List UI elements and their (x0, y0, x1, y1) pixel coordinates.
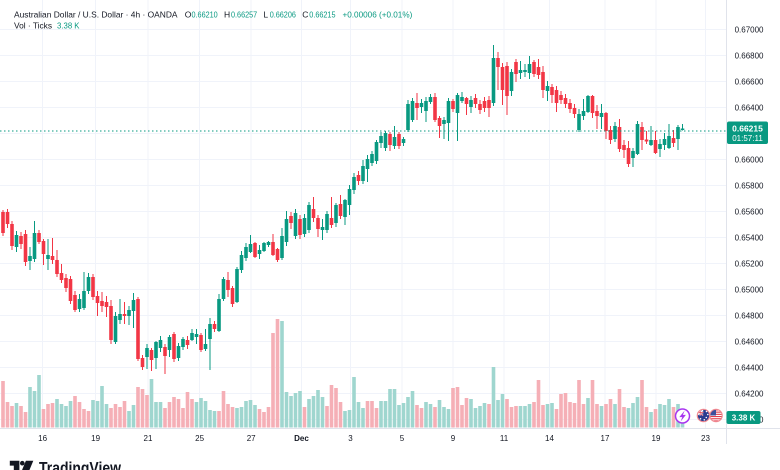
svg-text:14: 14 (545, 434, 554, 443)
svg-text:3.38 K: 3.38 K (732, 414, 756, 423)
svg-text:C: C (302, 10, 308, 20)
svg-text:TradingView: TradingView (39, 460, 121, 470)
svg-text:27: 27 (247, 434, 256, 443)
svg-text:0.64400: 0.64400 (735, 363, 764, 372)
svg-text:0.66206: 0.66206 (270, 10, 296, 20)
svg-text:11: 11 (500, 434, 509, 443)
svg-text:23: 23 (701, 434, 710, 443)
svg-text:0.67000: 0.67000 (735, 25, 764, 34)
svg-text:3: 3 (348, 434, 353, 443)
svg-text:0.66400: 0.66400 (735, 103, 764, 112)
svg-text:0.64200: 0.64200 (735, 389, 764, 398)
svg-text:Vol · Ticks: Vol · Ticks (14, 21, 52, 31)
svg-text:0.65800: 0.65800 (735, 181, 764, 190)
svg-text:0.66800: 0.66800 (735, 51, 764, 60)
svg-text:0.65200: 0.65200 (735, 259, 764, 268)
svg-text:0.65000: 0.65000 (735, 285, 764, 294)
svg-text:0.65600: 0.65600 (735, 207, 764, 216)
svg-text:0.66600: 0.66600 (735, 77, 764, 86)
svg-text:01:57:11: 01:57:11 (732, 134, 763, 143)
svg-text:O: O (185, 10, 192, 20)
svg-text:0.66210: 0.66210 (192, 10, 218, 20)
svg-text:19: 19 (91, 434, 100, 443)
svg-text:3.38 K: 3.38 K (57, 21, 80, 31)
svg-text:16: 16 (38, 434, 47, 443)
svg-text:+0.00006 (+0.01%): +0.00006 (+0.01%) (343, 10, 413, 20)
svg-text:0.65400: 0.65400 (735, 233, 764, 242)
svg-text:0.66215: 0.66215 (732, 124, 763, 134)
svg-text:21: 21 (144, 434, 153, 443)
svg-text:0.64600: 0.64600 (735, 337, 764, 346)
svg-text:H: H (224, 10, 230, 20)
svg-text:5: 5 (400, 434, 405, 443)
svg-text:9: 9 (451, 434, 456, 443)
svg-text:Australian Dollar / U.S. Dolla: Australian Dollar / U.S. Dollar · 4h · O… (14, 10, 178, 20)
svg-text:25: 25 (195, 434, 204, 443)
svg-text:17: 17 (601, 434, 610, 443)
svg-text:0.66257: 0.66257 (231, 10, 257, 20)
svg-text:0.66215: 0.66215 (309, 10, 335, 20)
svg-text:19: 19 (652, 434, 661, 443)
svg-text:Dec: Dec (294, 434, 309, 443)
svg-text:0.66000: 0.66000 (735, 155, 764, 164)
svg-text:L: L (263, 10, 268, 20)
svg-text:0.64800: 0.64800 (735, 311, 764, 320)
